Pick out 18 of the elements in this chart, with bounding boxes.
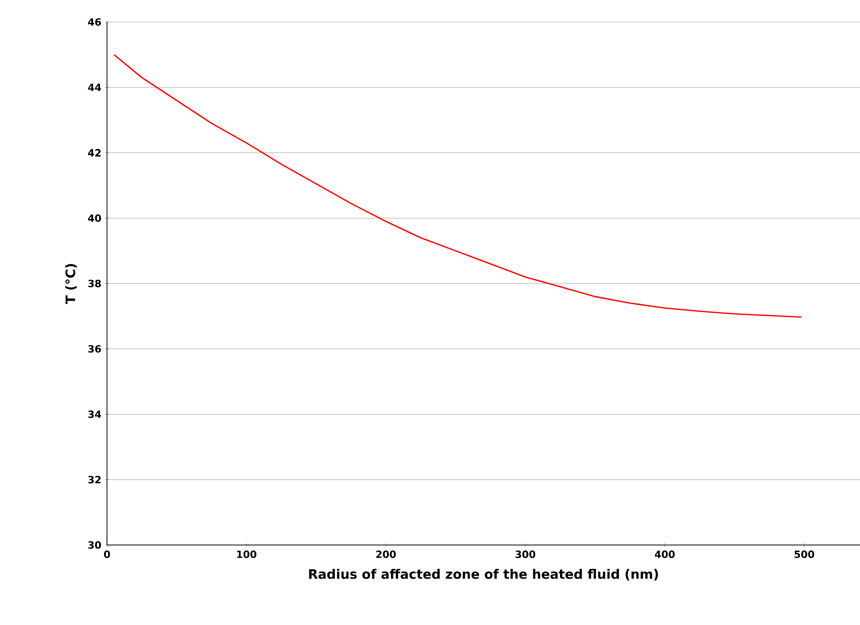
y-tick-label: 42 (88, 149, 101, 156)
y-tick-label: 40 (88, 214, 102, 222)
y-tick-label: 30 (88, 541, 102, 549)
x-tick-label: 100 (237, 550, 256, 558)
x-tick-label: 400 (654, 550, 675, 558)
y-tick-label: 44 (88, 84, 102, 91)
x-tick-label: 200 (376, 550, 396, 558)
y-tick-label: 36 (88, 345, 101, 353)
line-series (113, 54, 802, 318)
x-tick-label: 300 (516, 550, 536, 558)
y-tick-label: 32 (88, 476, 101, 484)
x-tick-label: 0 (104, 550, 110, 558)
y-tick-label: 46 (88, 18, 101, 26)
y-tick-label: 34 (88, 410, 102, 418)
y-tick-label: 38 (88, 280, 101, 288)
x-axis-title: Radius of affacted zone of the heated fluid (nm) (309, 568, 658, 580)
x-tick-label: 500 (794, 550, 814, 558)
y-axis-title: T (°C) (65, 264, 77, 304)
